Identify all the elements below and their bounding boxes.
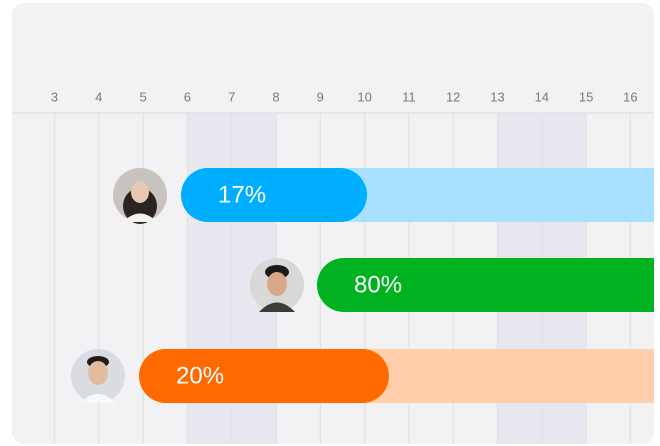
- day-label: 14: [535, 89, 549, 104]
- day-label: 11: [402, 89, 416, 104]
- day-label: 6: [184, 89, 191, 104]
- day-label: 16: [623, 89, 637, 104]
- progress-label: 17%: [218, 181, 266, 208]
- day-label: 3: [51, 89, 58, 104]
- progress-fill: [181, 168, 367, 222]
- day-label: 7: [228, 89, 235, 104]
- day-label: 9: [317, 89, 324, 104]
- day-label: 13: [490, 89, 504, 104]
- day-label: 5: [139, 89, 146, 104]
- avatar[interactable]: [250, 258, 304, 312]
- day-label: 8: [272, 89, 279, 104]
- avatar[interactable]: [71, 349, 125, 403]
- day-label: 10: [357, 89, 371, 104]
- day-label: 12: [446, 89, 460, 104]
- timeline-screen: 3 4 5 6 7 8 9 10 11 12 13 14 15 16 17% 80% 20%: [0, 0, 660, 446]
- day-label: 15: [579, 89, 593, 104]
- progress-label: 20%: [176, 362, 224, 389]
- progress-label: 80%: [354, 271, 402, 298]
- day-label: 4: [95, 89, 102, 104]
